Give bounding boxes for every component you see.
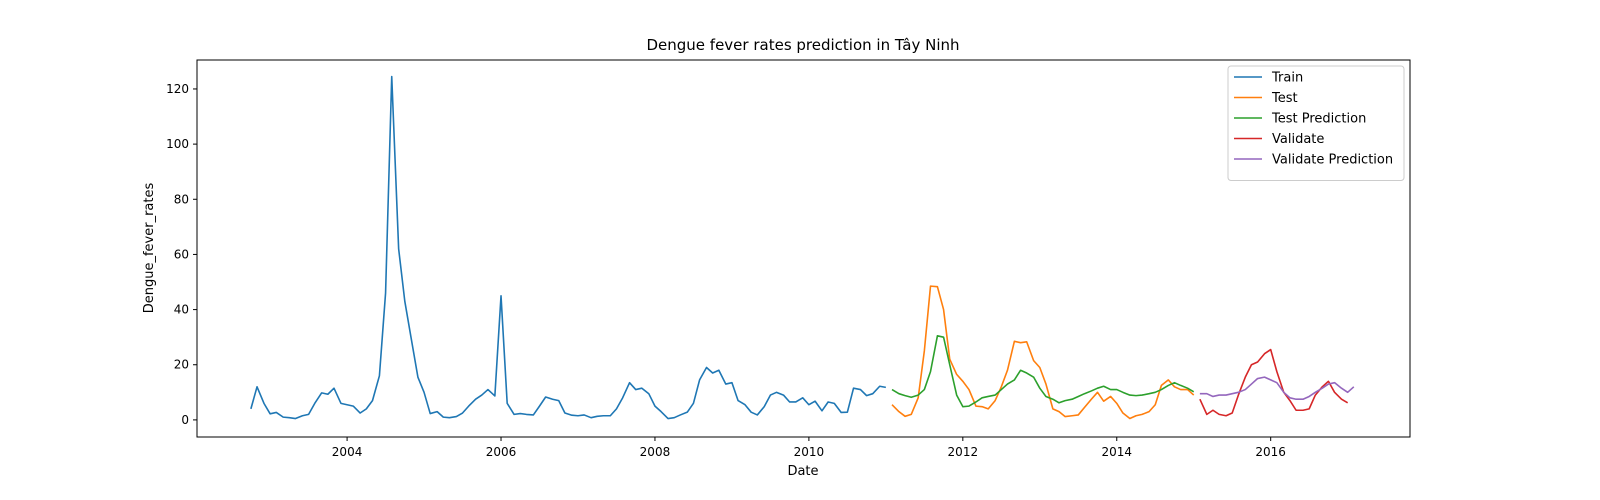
series-line <box>1199 376 1355 401</box>
legend-label: Test Prediction <box>1271 112 1366 127</box>
y-tick-label: 0 <box>181 413 189 427</box>
legend-label: Test <box>1271 91 1298 106</box>
y-axis-label: Dengue_fever_rates <box>142 183 157 314</box>
y-tick-label: 100 <box>166 137 189 151</box>
x-tick-label: 2012 <box>948 445 979 459</box>
x-axis-label: Date <box>787 464 818 479</box>
axes-frame <box>196 59 1411 438</box>
y-tick-label: 120 <box>166 82 189 96</box>
y-tick-label: 80 <box>174 192 189 206</box>
chart-title: Dengue fever rates prediction in Tây Nin… <box>646 36 959 54</box>
x-tick-label: 2010 <box>794 445 825 459</box>
legend-label: Validate <box>1272 132 1324 147</box>
x-tick-label: 2014 <box>1101 445 1132 459</box>
y-tick-label: 60 <box>174 247 189 261</box>
legend: Train Test Test Prediction Validate Validate… <box>1227 65 1405 181</box>
x-tick-label: 2004 <box>332 445 363 459</box>
series-line <box>891 334 1195 408</box>
series-line <box>891 285 1195 420</box>
legend-label: Validate Prediction <box>1272 153 1393 168</box>
plot-area <box>250 75 1355 420</box>
legend-label: Train <box>1271 71 1303 86</box>
y-tick-label: 40 <box>174 303 189 317</box>
x-tick-label: 2006 <box>486 445 517 459</box>
x-tick-label: 2016 <box>1255 445 1286 459</box>
y-tick-label: 20 <box>174 358 189 372</box>
x-tick-label: 2008 <box>640 445 671 459</box>
legend-box <box>1227 65 1405 181</box>
series-line <box>1199 348 1349 417</box>
series-line <box>250 75 886 420</box>
